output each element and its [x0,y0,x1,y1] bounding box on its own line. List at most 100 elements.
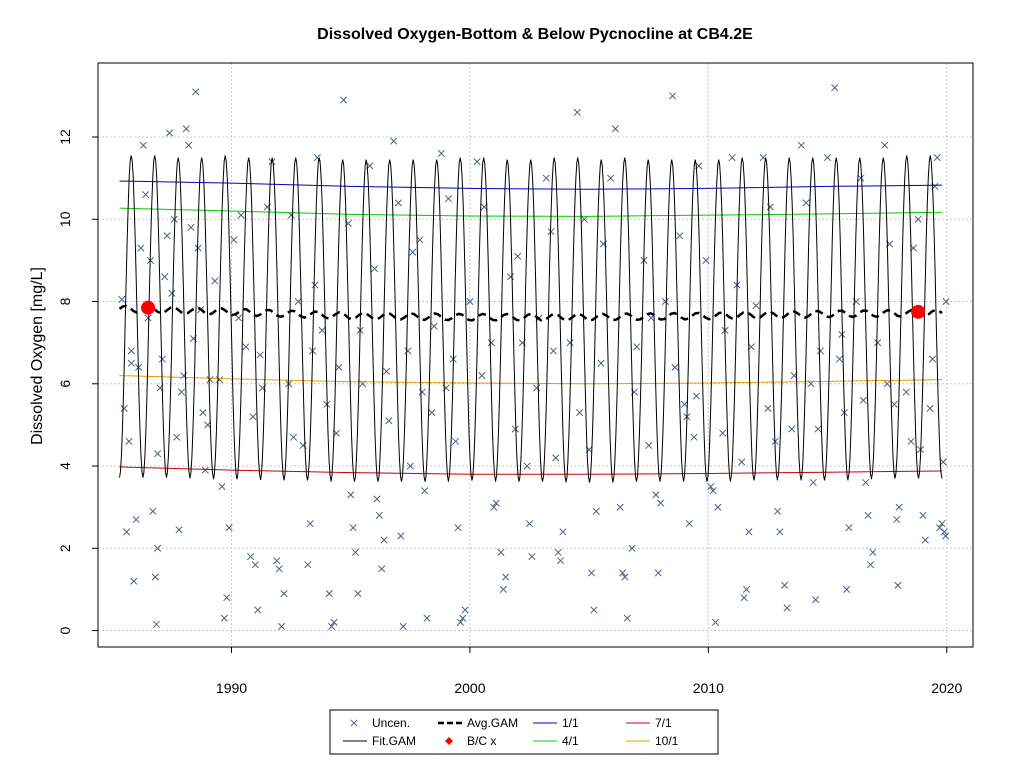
uncen-point [423,614,431,622]
uncen-point [444,195,453,203]
uncen-point [533,384,541,392]
uncen-point [940,528,948,536]
uncen-point [430,322,438,330]
uncen-point [616,503,624,511]
uncen-point [416,236,424,244]
uncen-point [373,495,381,503]
uncen-point [478,372,486,380]
uncen-point [645,441,653,450]
uncen-point [127,347,135,355]
uncen-point [394,199,402,207]
uncen-point [406,462,414,470]
uncen-point [247,552,255,561]
uncen-point [456,618,464,626]
uncen-point [242,343,250,351]
uncen-point [137,244,145,252]
y-tick-label: 2 [57,544,73,552]
bc-points [141,300,926,319]
uncen-point [514,252,522,260]
uncen-point [325,589,333,598]
uncen-point [218,483,226,491]
uncen-point [511,425,519,433]
x-tick-label: 2000 [454,680,485,696]
uncen-point [256,351,264,359]
uncen-point [939,458,947,466]
uncen-point [926,404,934,413]
legend-cross-icon [350,719,358,727]
uncen-point [669,92,677,100]
uncen-point [576,409,584,417]
uncen-point [607,174,615,182]
uncen-point [862,478,870,487]
uncen-point [223,594,231,602]
uncen-point [835,355,844,363]
uncen-point [254,606,262,614]
uncen-point [497,548,505,556]
uncen-point [161,273,169,281]
series-1-1 [119,180,943,190]
uncen-point [382,367,391,376]
uncen-point [709,487,717,495]
uncen-point [914,215,922,223]
uncen-point [566,339,574,347]
uncen-point [275,565,283,573]
uncen-point [890,400,898,408]
uncen-point [127,359,135,367]
uncen-point [657,499,665,507]
uncen-point [273,557,281,565]
y-axis-label: Dissolved Oxygen [mg/L] [29,267,46,445]
uncen-point [399,622,407,630]
uncen-point [797,141,805,149]
uncen-point [251,561,259,569]
uncen-point [752,302,760,310]
uncen-point [783,604,791,612]
uncen-point [742,585,751,593]
uncen-point [502,573,510,581]
uncen-point [902,388,910,396]
uncen-point [220,614,228,622]
uncen-point [371,265,379,273]
uncen-point [654,569,662,577]
uncen-point [745,528,753,536]
legend-dot-icon [445,737,453,745]
uncen-point [418,388,426,396]
y-tick-label: 6 [57,380,73,388]
x-tick-label: 2010 [693,680,724,696]
uncen-point [802,199,810,207]
uncen-point [843,585,851,593]
uncen-point [580,215,588,223]
uncen-point [187,223,195,232]
uncen-point [764,404,772,413]
uncen-point [573,108,581,116]
uncen-point [487,339,495,347]
uncen-point [857,174,865,182]
uncen-point [492,499,500,507]
legend-label: 1/1 [562,716,579,730]
legend-label: Uncen. [372,716,410,730]
uncen-point [590,606,598,614]
uncen-point [149,507,157,515]
uncen-point [814,425,822,433]
uncen-point [249,413,257,421]
uncen-point [895,503,903,511]
uncen-point [549,347,557,355]
uncen-point [289,433,298,441]
uncen-point [390,137,398,145]
uncen-point [859,396,867,404]
uncen-point [144,314,152,322]
uncen-point [351,548,360,556]
uncen-point [163,232,171,240]
uncen-point [874,339,882,347]
avg-gam-line [118,304,943,322]
uncen-point [347,491,355,499]
uncen-point [933,154,941,162]
legend-box [329,709,719,755]
uncen-point [597,359,605,367]
uncen-point [452,437,460,445]
series-lines [119,180,943,475]
bc-point [911,304,926,319]
uncen-point [177,388,186,396]
uncen-point [120,404,128,413]
uncen-point [692,392,700,400]
uncen-point [454,524,462,532]
